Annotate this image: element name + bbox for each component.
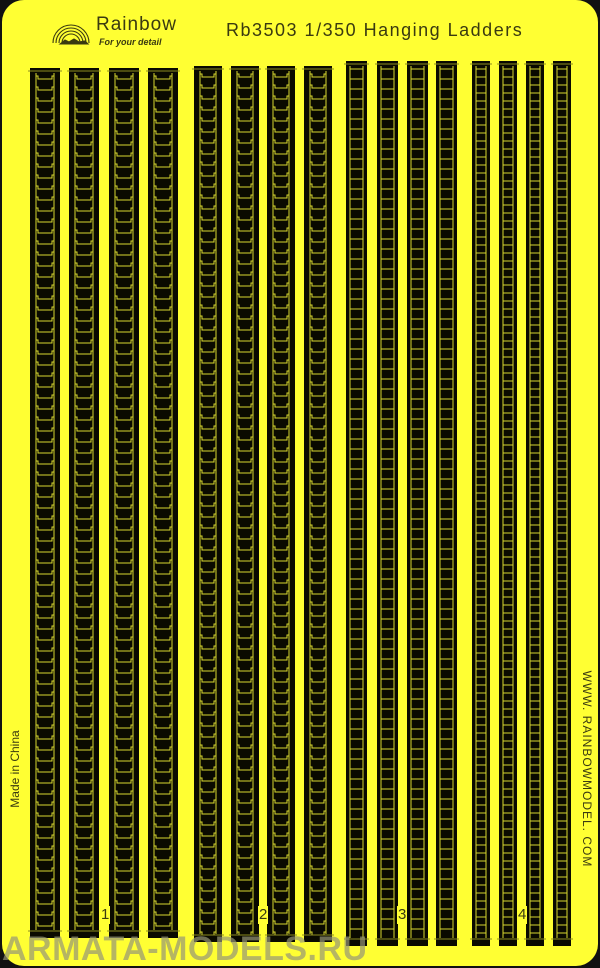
ladder-part-3-1 — [344, 61, 369, 946]
ladder-part-4-2 — [497, 61, 519, 946]
ladder-part-2-3 — [265, 66, 297, 942]
rainbow-logo-icon — [52, 24, 90, 45]
ladder-part-2-2 — [229, 66, 261, 942]
ladder-part-1-4 — [146, 68, 180, 938]
ladder-part-4-1 — [470, 61, 492, 946]
ladder-part-1-2 — [67, 68, 101, 938]
group-label-1: 1 — [100, 906, 111, 924]
ladder-part-4-3 — [524, 61, 546, 946]
ladder-part-2-4 — [302, 66, 334, 942]
ladder-part-2-1 — [192, 66, 224, 942]
ladder-part-3-3 — [405, 61, 430, 946]
ladder-part-1-3 — [107, 68, 141, 938]
ladder-part-3-2 — [375, 61, 400, 946]
website-text: WWW. RAINBOWMODEL. COM — [580, 670, 594, 868]
group-label-2: 2 — [258, 906, 269, 924]
made-in-text: Made in China — [8, 730, 22, 808]
product-title: Rb3503 1/350 Hanging Ladders — [226, 20, 524, 40]
ladder-part-3-4 — [434, 61, 459, 946]
group-label-4: 4 — [517, 906, 528, 924]
watermark: ARMATA-MODELS.RU — [2, 930, 368, 968]
brand-name: Rainbow — [96, 14, 177, 35]
group-label-3: 3 — [397, 906, 408, 924]
ladder-part-4-4 — [551, 61, 573, 946]
brand-tagline: For your detail — [99, 37, 162, 47]
ladder-part-1-1 — [28, 68, 62, 938]
